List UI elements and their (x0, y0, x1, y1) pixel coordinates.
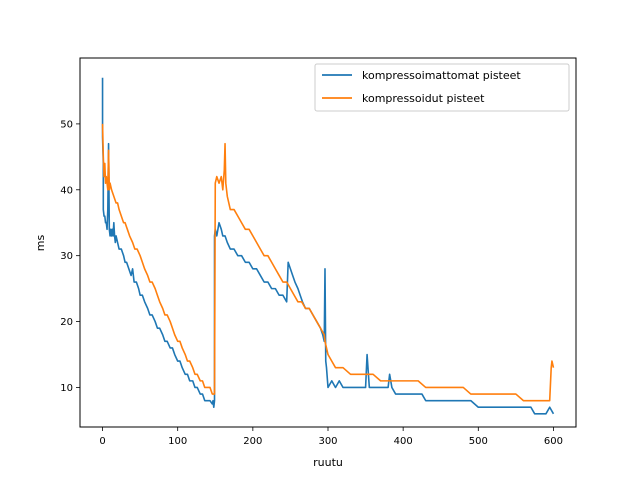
series-layer (101, 77, 555, 415)
legend: kompressoimattomat pisteet kompressoidut… (314, 63, 570, 112)
y-axis-ticks: 10 20 30 40 50 (60, 119, 80, 394)
x-axis-ticks: 0 100 200 300 400 500 600 (99, 427, 563, 447)
y-tick-label: 50 (60, 119, 73, 130)
legend-label-uncompressed: kompressoimattomat pisteet (362, 69, 521, 82)
x-axis-label: ruutu (313, 456, 343, 469)
y-tick-label: 40 (60, 185, 73, 196)
x-tick-label: 300 (318, 436, 337, 447)
y-tick-label: 30 (60, 251, 73, 262)
series-line-compressed (101, 123, 555, 402)
y-tick-label: 20 (60, 317, 73, 328)
y-axis-label: ms (34, 235, 47, 252)
x-tick-label: 400 (394, 436, 413, 447)
plot-background (80, 58, 576, 427)
legend-label-compressed: kompressoidut pisteet (362, 92, 485, 105)
x-tick-label: 200 (243, 436, 262, 447)
series-line-uncompressed (101, 77, 555, 415)
y-tick-label: 10 (60, 383, 73, 394)
legend-box (314, 63, 570, 112)
plot-area (79, 57, 577, 428)
x-tick-label: 100 (168, 436, 187, 447)
x-tick-label: 500 (469, 436, 488, 447)
x-tick-label: 0 (99, 436, 105, 447)
x-tick-label: 600 (544, 436, 563, 447)
